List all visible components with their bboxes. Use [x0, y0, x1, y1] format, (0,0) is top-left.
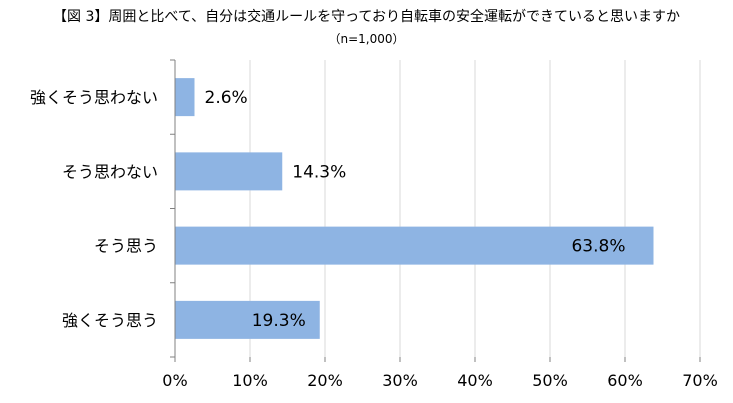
x-tick-label: 70% [682, 371, 718, 390]
data-label: 63.8% [571, 237, 625, 257]
bar-0 [175, 78, 195, 117]
x-tick-label: 20% [307, 371, 343, 390]
x-tick-label: 40% [457, 371, 493, 390]
bar-3 [175, 300, 320, 339]
data-label: 19.3% [252, 311, 306, 331]
axes [170, 59, 701, 362]
category-label: そう思う [94, 237, 158, 256]
category-label: 強くそう思う [62, 311, 158, 330]
chart-title: 【図 3】周囲と比べて、自分は交通ルールを守っており自転車の安全運転ができている… [53, 9, 680, 25]
category-label: そう思わない [62, 162, 158, 181]
x-tick-label: 0% [162, 371, 187, 390]
bar-1 [175, 152, 283, 191]
x-tick-label: 60% [607, 371, 643, 390]
chart-subtitle: （n=1,000） [328, 32, 405, 46]
data-label: 14.3% [292, 162, 346, 182]
bar-2 [175, 226, 654, 265]
x-tick-label: 10% [232, 371, 268, 390]
labels: 0% 10% 20% 30% 40% 50% 60% 70% 強くそう思わない 2.6% そう思わな… [30, 88, 718, 390]
category-label: 強くそう思わない [30, 88, 158, 107]
data-label: 2.6% [205, 88, 248, 108]
x-tick-label: 50% [532, 371, 568, 390]
x-tick-label: 30% [382, 371, 418, 390]
bars [175, 78, 654, 339]
